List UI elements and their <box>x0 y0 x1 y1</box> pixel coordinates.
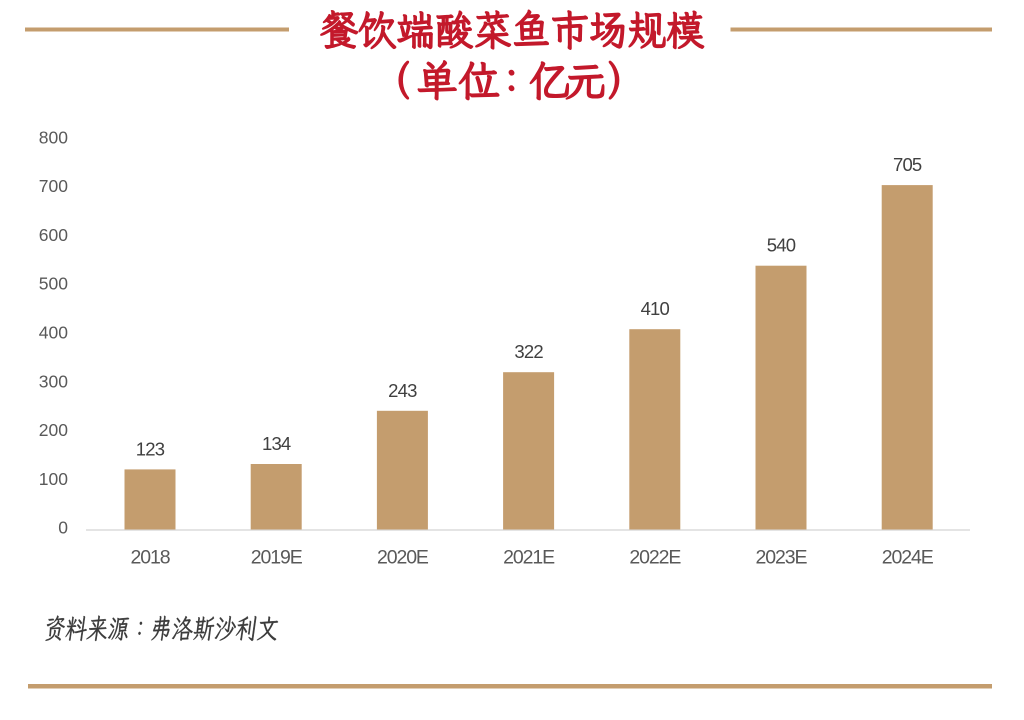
svg-text:2020E: 2020E <box>377 547 429 569</box>
svg-text:2023E: 2023E <box>756 547 808 569</box>
svg-text:600: 600 <box>39 225 68 245</box>
svg-text:2022E: 2022E <box>629 547 681 569</box>
svg-text:300: 300 <box>39 371 68 391</box>
svg-text:705: 705 <box>893 154 922 175</box>
svg-text:410: 410 <box>641 298 670 319</box>
svg-text:243: 243 <box>388 380 417 401</box>
svg-text:2024E: 2024E <box>882 547 934 569</box>
svg-text:0: 0 <box>58 518 68 538</box>
svg-text:400: 400 <box>39 323 68 343</box>
svg-text:2021E: 2021E <box>503 547 555 569</box>
svg-text:123: 123 <box>136 438 165 459</box>
svg-text:100: 100 <box>39 469 68 489</box>
svg-text:500: 500 <box>39 274 68 294</box>
svg-text:200: 200 <box>39 420 68 440</box>
svg-text:2019E: 2019E <box>251 547 303 569</box>
svg-text:322: 322 <box>514 341 543 362</box>
svg-text:540: 540 <box>767 235 796 256</box>
svg-text:800: 800 <box>39 127 68 147</box>
svg-text:700: 700 <box>39 176 68 196</box>
svg-text:2018: 2018 <box>131 547 170 569</box>
svg-text:134: 134 <box>262 433 291 454</box>
